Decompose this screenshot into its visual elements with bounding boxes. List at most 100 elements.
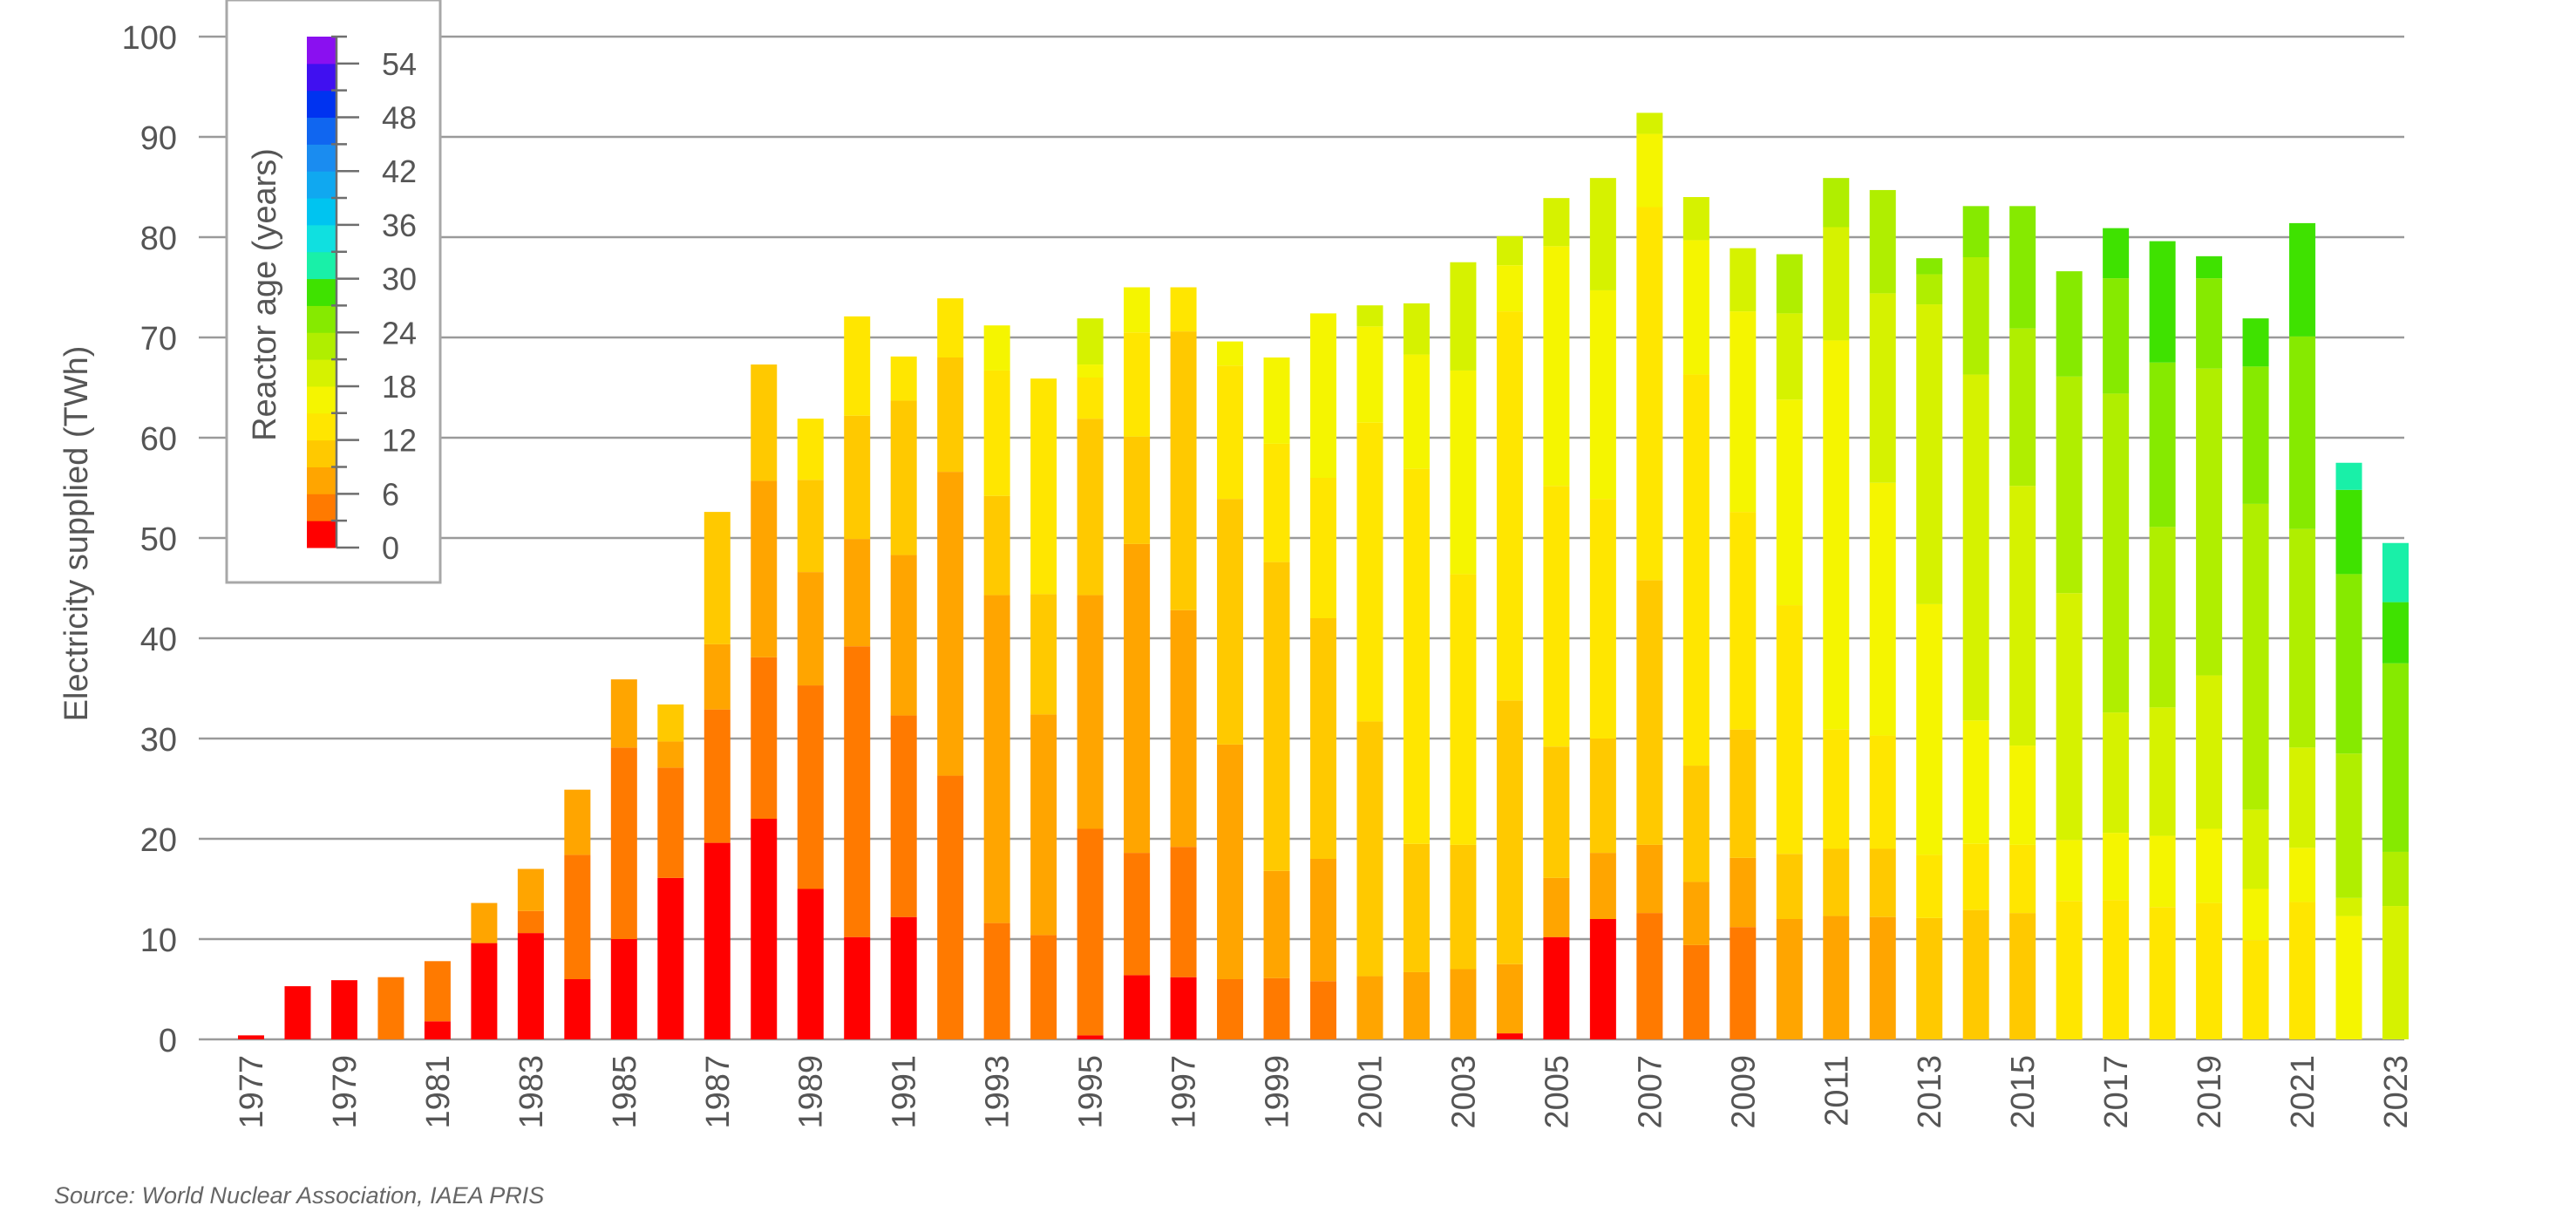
bar-segment [1450, 370, 1477, 575]
legend-swatch [307, 171, 336, 199]
bar-segment [983, 595, 1010, 923]
bar-2008 [1682, 197, 1709, 1039]
bar-segment [1916, 855, 1943, 918]
legend-swatch [307, 494, 336, 521]
x-tick-label: 1997 [1166, 1055, 1203, 1129]
bar-segment [1403, 468, 1430, 844]
bar-segment [284, 986, 311, 1039]
bar-segment [1916, 603, 1943, 855]
bar-segment [890, 400, 917, 555]
bar-segment [703, 842, 731, 1039]
bar-segment [1217, 341, 1244, 366]
y-tick-label: 20 [140, 822, 177, 859]
bar-segment [1589, 178, 1616, 290]
bar-segment [2289, 848, 2316, 902]
bar-2006 [1589, 178, 1616, 1039]
bar-segment [1869, 189, 1896, 294]
bar-segment [844, 936, 871, 1039]
legend-swatch [307, 90, 336, 119]
bar-segment [2103, 712, 2130, 834]
bar-segment [330, 980, 357, 1039]
bar-segment [1356, 976, 1383, 1039]
bar-segment [1916, 917, 1943, 1039]
bar-2016 [2056, 271, 2083, 1039]
bar-segment [1403, 354, 1430, 469]
bar-segment [1356, 305, 1383, 327]
bar-segment [2196, 278, 2223, 369]
bar-segment [2149, 527, 2176, 708]
bar-segment [1403, 303, 1430, 355]
bar-2004 [1496, 235, 1523, 1039]
legend-swatch [307, 251, 336, 280]
bar-segment [1077, 1035, 1104, 1039]
bar-segment [797, 419, 824, 480]
legend-swatch [307, 63, 336, 92]
bar-segment [937, 472, 964, 776]
bar-segment [2056, 593, 2083, 841]
bar-segment [2056, 901, 2083, 1039]
bar-segment [2382, 602, 2409, 664]
bar-segment [657, 877, 684, 1039]
bar-segment [1682, 374, 1709, 766]
legend-swatch [307, 198, 336, 226]
bar-segment [1077, 828, 1104, 1036]
bar-segment [1450, 574, 1477, 845]
bar-segment [517, 933, 544, 1039]
x-tick-label: 2015 [2005, 1055, 2042, 1129]
bar-segment [2335, 462, 2362, 490]
bar-segment [2289, 747, 2316, 848]
bar-1986 [657, 704, 684, 1039]
bar-segment [517, 868, 544, 911]
bar-segment [2242, 889, 2269, 941]
bar-segment [2382, 542, 2409, 603]
bar-segment [1962, 257, 1989, 375]
bar-segment [1496, 700, 1523, 964]
bar-segment [1823, 848, 1850, 916]
legend-tick-label: 0 [382, 530, 399, 566]
bar-segment [890, 356, 917, 401]
bar-1982 [471, 902, 498, 1039]
bar-segment [703, 512, 731, 644]
bar-segment [1124, 436, 1151, 544]
x-tick-label: 1993 [980, 1055, 1016, 1129]
bar-segment [937, 357, 964, 473]
bar-segment [2335, 753, 2362, 898]
x-tick-label: 1989 [793, 1055, 830, 1129]
bar-segment [1962, 206, 1989, 257]
x-tick-label: 1995 [1073, 1055, 1110, 1129]
bar-segment [2056, 840, 2083, 902]
bar-segment [610, 747, 637, 939]
bar-segment [890, 916, 917, 1039]
bar-segment [2196, 828, 2223, 903]
bar-2023 [2382, 542, 2409, 1039]
bar-2010 [1776, 254, 1803, 1039]
bar-segment [1869, 848, 1896, 917]
bar-2022 [2335, 462, 2362, 1039]
bar-1999 [1263, 357, 1290, 1039]
bar-segment [1636, 844, 1663, 914]
bar-segment [1869, 916, 1896, 1039]
bar-segment [1217, 365, 1244, 500]
bar-segment [2103, 278, 2130, 394]
bar-segment [983, 325, 1010, 371]
bar-segment [797, 572, 824, 686]
bar-1995 [1077, 318, 1104, 1039]
bar-1985 [610, 679, 637, 1039]
bar-segment [2103, 228, 2130, 279]
bar-segment [1356, 326, 1383, 423]
bar-1990 [844, 316, 871, 1039]
bar-segment [1823, 227, 1850, 341]
bar-segment [751, 480, 778, 657]
y-tick-label: 90 [140, 120, 177, 157]
bar-segment [1356, 721, 1383, 977]
bar-segment [751, 819, 778, 1039]
bar-segment [1776, 854, 1803, 919]
bar-segment [2335, 916, 2362, 1039]
y-tick-label: 100 [122, 20, 177, 57]
bar-segment [1310, 313, 1336, 478]
bar-segment [1217, 979, 1244, 1039]
y-tick-label: 80 [140, 221, 177, 257]
bar-segment [1170, 331, 1197, 610]
legend-swatch [307, 439, 336, 467]
bar-2007 [1636, 112, 1663, 1039]
